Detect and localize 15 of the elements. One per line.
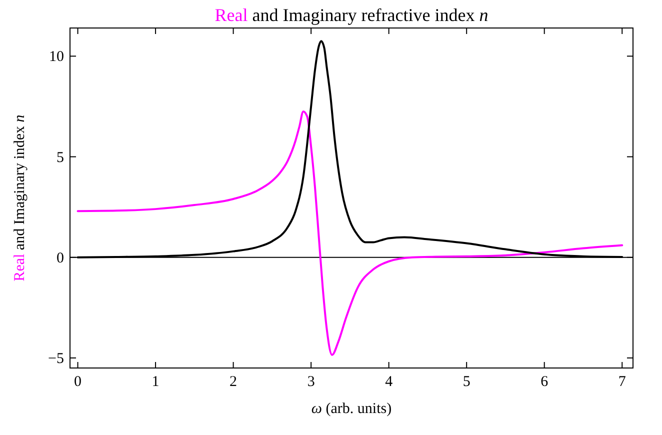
y-tick-label: −5 [48, 350, 64, 367]
x-tick-label: 2 [230, 374, 238, 390]
x-tick-label: 5 [462, 374, 470, 390]
y-tick-label: 10 [49, 49, 64, 66]
x-tick-label: 3 [307, 374, 315, 390]
y-tick-label: 0 [56, 250, 64, 266]
x-tick-label: 4 [385, 374, 394, 390]
y-tick-label: 5 [56, 150, 64, 166]
y-axis-title: Real and Imaginary index n [12, 114, 28, 282]
chart-title: Real and Imaginary refractive index n [214, 5, 488, 25]
x-axis-title: ω (arb. units) [311, 401, 392, 417]
x-tick-label: 6 [540, 374, 549, 390]
x-tick-label: 7 [618, 374, 626, 390]
x-tick-label: 1 [152, 374, 160, 390]
x-tick-label: 0 [74, 374, 82, 390]
